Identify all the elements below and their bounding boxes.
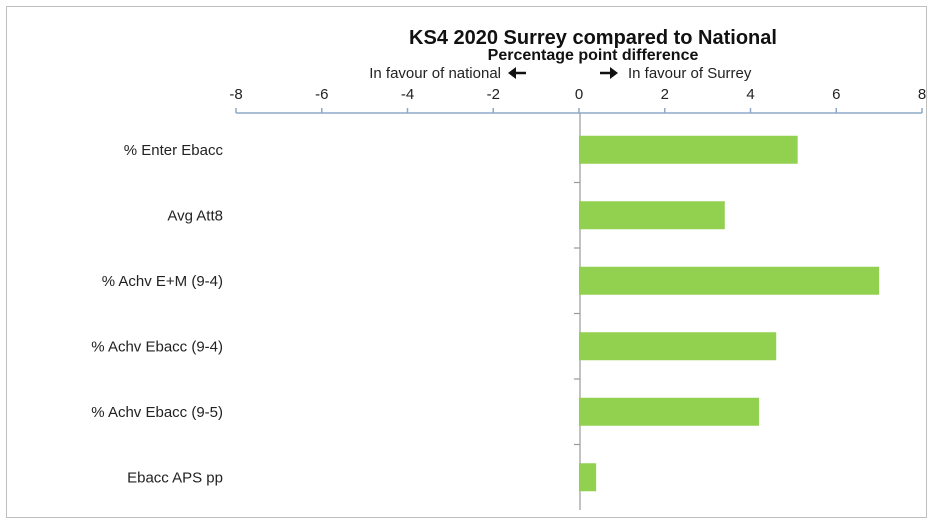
x-tick-label: 2 [661, 86, 669, 103]
category-label: % Achv Ebacc (9-4) [91, 338, 223, 355]
x-axis: -8 -6 -4 -2 0 2 4 6 8 [229, 86, 926, 510]
right-arrow-icon [600, 67, 618, 79]
left-arrow-icon [508, 67, 526, 79]
x-tick-label: -2 [487, 86, 500, 103]
category-label: Ebacc APS pp [127, 469, 223, 486]
x-tick-label: -4 [401, 86, 414, 103]
category-label: % Achv Ebacc (9-5) [91, 404, 223, 421]
x-tick-label: 8 [918, 86, 926, 103]
x-tick-label: -8 [229, 86, 242, 103]
bar [579, 332, 777, 361]
bar [579, 201, 725, 230]
x-tick-label: 0 [575, 86, 583, 103]
x-tick-label: 4 [746, 86, 754, 103]
category-label: % Achv E+M (9-4) [102, 273, 223, 290]
chart-subtitle: Percentage point difference [488, 47, 699, 64]
annotation-right: In favour of Surrey [628, 65, 752, 82]
annotation-left: In favour of national [369, 65, 501, 82]
x-tick-label: 6 [832, 86, 840, 103]
bar [579, 135, 798, 164]
bar [579, 397, 760, 426]
chart-title: KS4 2020 Surrey compared to National [409, 27, 777, 49]
category-labels: % Enter Ebacc Avg Att8 % Achv E+M (9-4) % A… [91, 142, 223, 487]
bar [579, 266, 880, 295]
category-label: Avg Att8 [167, 207, 223, 224]
bars [579, 135, 880, 492]
x-tick-label: -6 [315, 86, 328, 103]
category-label: % Enter Ebacc [124, 142, 224, 159]
bar [579, 463, 597, 492]
chart-frame [6, 6, 927, 518]
